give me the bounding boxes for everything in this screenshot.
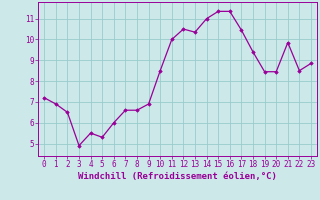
- X-axis label: Windchill (Refroidissement éolien,°C): Windchill (Refroidissement éolien,°C): [78, 172, 277, 181]
